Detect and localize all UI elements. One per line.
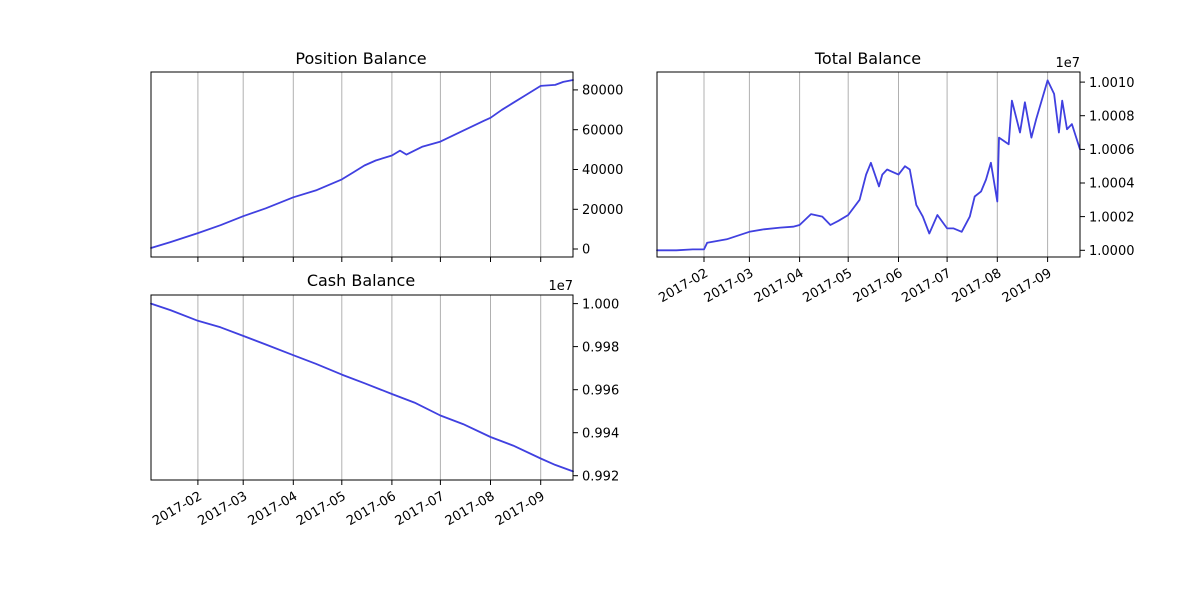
cash-balance-frame (150, 294, 574, 481)
total-balance-series-line (656, 79, 1081, 252)
position-balance-y-axis: 0 20000 40000 60000 80000 (573, 84, 623, 258)
position-balance-series (150, 79, 574, 249)
position-balance-y-tick-label: 40000 (582, 163, 623, 178)
total-balance-y-tick-label: 1.0004 (1089, 177, 1135, 192)
position-balance-gridlines (197, 72, 542, 257)
total-balance-y-tick-label: 1.0010 (1089, 76, 1135, 91)
cash-balance-gridlines (197, 295, 542, 480)
total-balance-offset-text: 1e7 (1055, 56, 1080, 71)
total-balance-y-axis: 1.0000 1.0002 1.0004 1.0006 1.0008 1.0010 (1080, 76, 1135, 259)
position-balance-series-line (150, 79, 574, 249)
total-balance-title: Total Balance (814, 49, 921, 68)
position-balance-x-axis (197, 257, 542, 262)
total-balance-gridlines (703, 72, 1049, 257)
total-balance-y-tick-label: 1.0008 (1089, 109, 1135, 124)
position-balance-frame (150, 71, 574, 258)
position-balance-y-tick-label: 20000 (582, 203, 623, 218)
total-balance-y-tick-label: 1.0006 (1089, 143, 1135, 158)
cash-balance-y-tick-label: 0.992 (582, 469, 619, 484)
position-balance-y-tick-label: 0 (582, 243, 590, 258)
cash-balance-y-tick-label: 0.998 (582, 340, 619, 355)
total-balance-y-tick-label: 1.0000 (1089, 244, 1135, 259)
total-balance-y-tick-label: 1.0002 (1089, 210, 1135, 225)
cash-balance-y-tick-label: 0.996 (582, 383, 619, 398)
cash-balance-y-tick-label: 0.994 (582, 426, 619, 441)
cash-balance-y-tick-label: 1.000 (582, 297, 619, 312)
position-balance-title: Position Balance (295, 49, 426, 68)
cash-balance-series (150, 302, 574, 473)
position-balance-y-tick-label: 80000 (582, 84, 623, 99)
cash-balance-series-line (150, 302, 574, 473)
total-balance-series (656, 79, 1081, 252)
cash-balance-title: Cash Balance (307, 271, 415, 290)
cash-balance-y-axis: 0.992 0.994 0.996 0.998 1.000 (573, 297, 619, 484)
position-balance-y-tick-label: 60000 (582, 123, 623, 138)
position-balance-panel: Position Balance 0 20000 40000 60000 80000 (150, 49, 623, 262)
total-balance-frame (656, 71, 1081, 258)
cash-balance-offset-text: 1e7 (548, 279, 573, 294)
